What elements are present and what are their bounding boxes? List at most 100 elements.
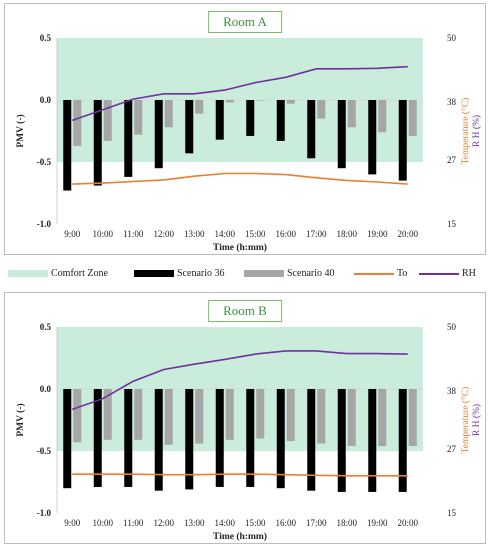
room-b-ytick-label: -0.5 [37, 446, 52, 456]
room-a-line-to [72, 172, 408, 185]
legend-label-comfort: Comfort Zone [51, 268, 108, 279]
room-b-xtick-label: 13:00 [184, 518, 205, 528]
room-a-xtick-label: 17:00 [306, 229, 327, 239]
legend-swatch-scenario-40 [244, 270, 284, 277]
room-b-y2tick-label: 27 [447, 444, 457, 454]
room-a-xtick-label: 19:00 [367, 229, 388, 239]
room-a-bar-scenario-40 [347, 100, 356, 128]
room-b-title: Room B [208, 300, 282, 322]
room-a-bar-scenario-36 [154, 100, 163, 169]
room-a-xtick-label: 9:00 [64, 229, 81, 239]
room-b-bar-scenario-36 [154, 389, 163, 491]
room-b-xtick-label: 17:00 [306, 518, 327, 528]
room-a-xtick-label: 11:00 [123, 229, 144, 239]
room-b-bar-scenario-40 [408, 389, 417, 447]
room-b-bar-scenario-36 [307, 389, 316, 491]
room-b-bar-scenario-36 [215, 389, 224, 487]
room-b-xtick-label: 15:00 [245, 518, 266, 528]
room-b-y2tick-label: 50 [447, 322, 457, 332]
room-a-xtick-label: 14:00 [214, 229, 235, 239]
room-a-bar-scenario-36 [124, 100, 133, 177]
room-b-xtick-label: 11:00 [123, 518, 144, 528]
room-a-bar-scenario-36 [215, 100, 224, 140]
room-a-y2tick-label: 27 [447, 155, 457, 165]
room-b-bar-scenario-40 [256, 389, 265, 439]
room-a-x-axis-label: Time (h:mm) [213, 242, 267, 253]
room-a-xtick-label: 10:00 [92, 229, 113, 239]
room-b-bar-scenario-40 [134, 389, 143, 440]
room-b-bar-scenario-36 [398, 389, 407, 492]
room-b-line-to [72, 473, 408, 477]
room-a-y2-temp-label: Temperature (°C) [460, 98, 471, 165]
room-b-y2tick-label: 15 [447, 508, 457, 518]
room-b-bar-scenario-40 [195, 389, 204, 444]
room-b-bar-scenario-36 [276, 389, 285, 489]
room-a-bar-scenario-36 [93, 100, 102, 186]
room-a-bar-scenario-36 [337, 100, 346, 169]
room-b-xtick-label: 18:00 [336, 518, 357, 528]
room-a-xtick-label: 15:00 [245, 229, 266, 239]
room-b-bar-scenario-40 [378, 389, 387, 447]
room-b-y-axis-label: PMV (-) [15, 403, 26, 436]
room-a-bar-scenario-36 [185, 100, 194, 154]
room-a-chart: 0.5 0.0 -0.5 -1.0 50 38 27 15 9:00 10:00 11:00 12:0… [15, 33, 482, 253]
room-b-y2-rh-label: R H (%) [471, 404, 482, 436]
room-a-bar-scenario-40 [408, 100, 417, 136]
room-a-bar-scenario-36 [368, 100, 377, 175]
room-b-xtick-label: 20:00 [397, 518, 418, 528]
room-b-y2-temp-label: Temperature (°C) [460, 387, 471, 454]
room-a-bar-scenario-36 [63, 100, 72, 191]
room-a-chart-panel: Room A 0.5 0.0 -0.5 -1.0 50 38 27 15 9:00 10:00 11… [4, 3, 486, 255]
legend-label-scenario-36: Scenario 36 [177, 268, 225, 279]
room-b-bar-scenario-36 [185, 389, 194, 490]
room-b-xtick-label: 9:00 [64, 518, 81, 528]
room-b-bar-scenario-36 [368, 389, 377, 492]
room-a-xtick-label: 16:00 [275, 229, 296, 239]
room-b-bar-scenario-40 [347, 389, 356, 447]
room-a-bar-scenario-40 [134, 100, 143, 135]
room-b-chart: 0.5 0.0 -0.5 -1.0 50 38 27 15 9:00 10:00 11:00 12:0… [15, 322, 482, 542]
room-b-bar-scenario-36 [63, 389, 72, 489]
room-a-xtick-label: 18:00 [336, 229, 357, 239]
room-b-xtick-label: 10:00 [92, 518, 113, 528]
room-b-xtick-label: 19:00 [367, 518, 388, 528]
room-a-xtick-label: 12:00 [153, 229, 174, 239]
legend-item-comfort: Comfort Zone [8, 268, 108, 279]
room-b-bar-scenario-36 [124, 389, 133, 487]
legend-swatch-scenario-36 [134, 270, 174, 277]
room-a-xtick-label: 20:00 [397, 229, 418, 239]
room-b-ytick-label: -1.0 [37, 508, 52, 518]
room-b-x-axis-label: Time (h:mm) [213, 531, 267, 542]
room-a-bar-scenario-40 [378, 100, 387, 133]
room-a-bar-scenario-40 [317, 100, 326, 119]
room-a-ytick-label: -0.5 [37, 157, 52, 167]
room-b-bar-scenario-40 [103, 389, 112, 440]
room-a-bar-scenario-40 [286, 100, 295, 104]
room-a-bar-scenario-36 [276, 100, 285, 141]
legend-item-to: To [354, 268, 407, 279]
room-a-title: Room A [208, 11, 282, 33]
room-b-xtick-label: 16:00 [275, 518, 296, 528]
legend-label-scenario-40: Scenario 40 [287, 268, 335, 279]
room-b-bar-scenario-36 [337, 389, 346, 492]
legend-item-scenario-40: Scenario 40 [244, 268, 335, 279]
room-a-line-rh [71, 65, 408, 122]
room-a-y2tick-label: 50 [447, 33, 457, 43]
room-a-xtick-label: 13:00 [184, 229, 205, 239]
room-b-xtick-label: 14:00 [214, 518, 235, 528]
room-a-ytick-label: 0.0 [40, 95, 52, 105]
room-b-bar-scenario-40 [225, 389, 234, 440]
room-a-bar-scenario-40 [164, 100, 173, 128]
room-b-y2tick-label: 38 [447, 386, 457, 396]
room-b-bar-scenario-36 [246, 389, 255, 487]
room-b-ytick-label: 0.0 [40, 384, 52, 394]
room-a-bar-scenario-40 [195, 100, 204, 114]
room-a-bar-scenario-40 [103, 100, 112, 141]
room-b-ytick-label: 0.5 [40, 322, 52, 332]
room-b-bar-scenario-40 [317, 389, 326, 444]
room-a-bar-scenario-36 [307, 100, 316, 159]
legend-swatch-to [354, 272, 394, 275]
room-a-y2tick-label: 15 [447, 219, 457, 229]
room-a-y2-rh-label: R H (%) [471, 115, 482, 147]
room-a-y2tick-label: 38 [447, 97, 457, 107]
